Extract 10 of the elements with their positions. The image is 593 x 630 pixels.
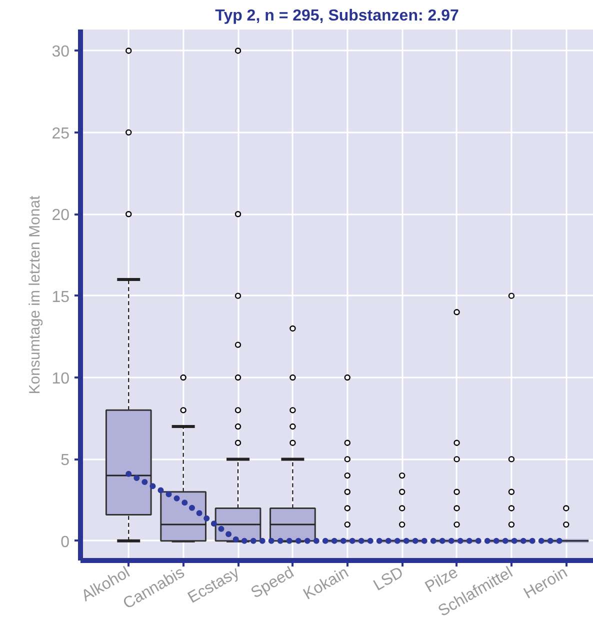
y-tick-label: 10 (52, 370, 70, 388)
y-axis-title: Konsumtage im letzten Monat (26, 194, 44, 394)
y-tick-label: 15 (52, 288, 70, 306)
y-tick-label: 20 (52, 207, 70, 224)
y-tick-label: 0 (60, 534, 70, 551)
y-tick-label: 5 (60, 452, 70, 470)
y-tick-label: 30 (52, 44, 70, 61)
chart-title: Typ 2, n = 295, Substanzen: 2.97 (215, 8, 459, 24)
x-tick-label: LSD (370, 564, 406, 594)
y-tick-label: 25 (52, 125, 70, 142)
